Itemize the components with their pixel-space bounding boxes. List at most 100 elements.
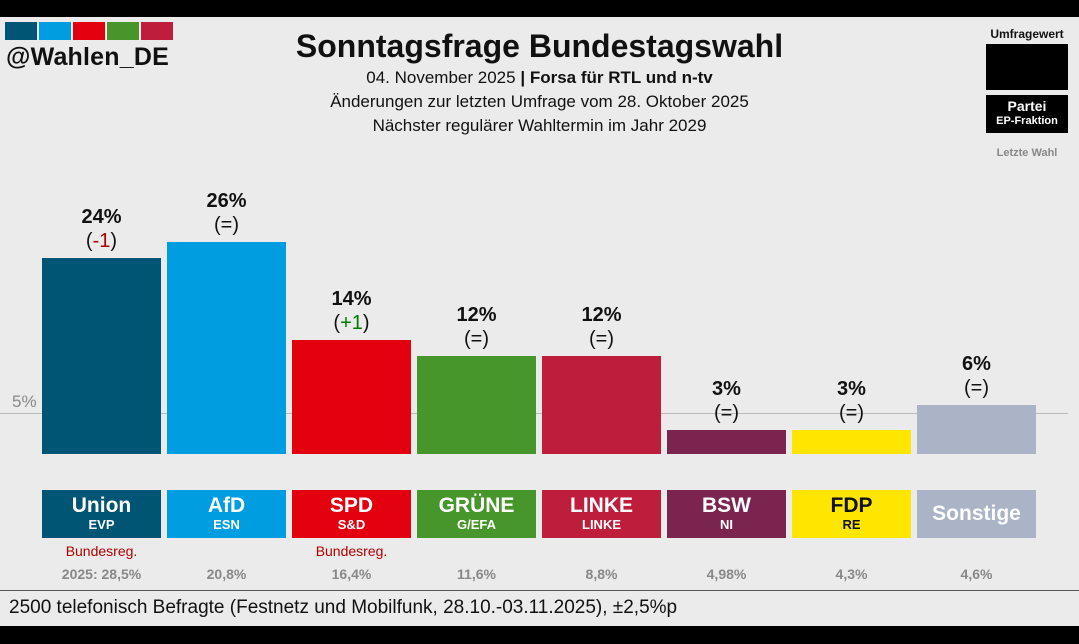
bar-afd xyxy=(167,242,286,454)
party-name: Union xyxy=(71,494,132,517)
change-close: ) xyxy=(110,230,118,253)
last-election-fdp: 4,3% xyxy=(835,566,868,582)
change-open: ( xyxy=(588,328,596,351)
change-label-linke: (=) xyxy=(542,328,661,351)
change-num: = xyxy=(470,328,483,351)
chart-subtitle-date: 04. November 2025 | Forsa für RTL und n-… xyxy=(0,68,1079,88)
change-label-bsw: (=) xyxy=(667,402,786,425)
change-num: -1 xyxy=(92,230,111,253)
last-election-afd: 20,8% xyxy=(206,566,247,582)
change-open: ( xyxy=(838,401,846,424)
change-close: ) xyxy=(362,311,370,334)
chart-subtitle-changes: Änderungen zur letzten Umfrage vom 28. O… xyxy=(330,92,749,111)
party-name-box-afd: AfD ESN xyxy=(167,490,286,538)
change-num: = xyxy=(595,328,608,351)
value-label-spd: 14% xyxy=(331,287,372,310)
bar-gr-ne xyxy=(417,356,536,454)
value-label-linke: 12% xyxy=(581,304,622,327)
ep-group-name: RE xyxy=(842,517,861,532)
value-label-union: 24% xyxy=(81,206,122,229)
chart-subtitle-next-election: Nächster regulärer Wahltermin im Jahr 20… xyxy=(372,116,707,135)
party-name-box-sonstige: Sonstige xyxy=(917,490,1036,538)
chart-canvas: @Wahlen_DE Sonntagsfrage Bundestagswahl … xyxy=(0,17,1079,626)
change-label-sonstige: (=) xyxy=(917,377,1036,400)
last-election-gr-ne: 11,6% xyxy=(457,566,496,582)
government-label-spd: Bundesreg. xyxy=(315,543,388,559)
legend-ep-label: EP-Fraktion xyxy=(996,115,1058,127)
change-close: ) xyxy=(232,214,240,237)
bar-fdp xyxy=(792,429,911,454)
logo-block xyxy=(107,22,139,40)
change-open: ( xyxy=(333,311,341,334)
subtitle-separator: | xyxy=(520,68,526,87)
legend-poll-value-label: Umfragewert xyxy=(990,27,1064,41)
last-election-union: 2025: 28,5% xyxy=(61,566,142,582)
party-name: LINKE xyxy=(570,494,633,517)
value-label-gr-ne: 12% xyxy=(456,304,497,327)
five-percent-label: 5% xyxy=(12,392,37,412)
party-name-box-gr-ne: GRÜNE G/EFA xyxy=(417,490,536,538)
change-close: ) xyxy=(732,401,740,424)
change-num: = xyxy=(845,401,858,424)
bar-linke xyxy=(542,356,661,454)
account-handle: @Wahlen_DE xyxy=(6,43,169,71)
party-name-box-linke: LINKE LINKE xyxy=(542,490,661,538)
change-open: ( xyxy=(963,377,971,400)
legend-poll-value-box xyxy=(986,44,1068,90)
legend-last-election-label: Letzte Wahl xyxy=(996,147,1058,159)
bar-union xyxy=(42,258,161,454)
change-close: ) xyxy=(482,328,490,351)
last-election-linke: 8,8% xyxy=(585,566,618,582)
change-num: +1 xyxy=(340,311,363,334)
ep-group-name: ESN xyxy=(213,517,240,532)
footer-note: 2500 telefonisch Befragte (Festnetz und … xyxy=(9,597,678,618)
last-election-spd: 16,4% xyxy=(331,566,372,582)
party-name: FDP xyxy=(830,494,873,517)
government-label-union: Bundesreg. xyxy=(65,543,138,559)
change-label-afd: (=) xyxy=(167,214,286,237)
last-election-bsw: 4,98% xyxy=(706,566,747,582)
value-label-sonstige: 6% xyxy=(962,353,991,376)
legend-party-label: Partei xyxy=(1007,98,1047,114)
bar-bsw xyxy=(667,429,786,454)
ep-group-name: S&D xyxy=(337,517,366,532)
change-label-union: (-1) xyxy=(42,230,161,253)
ep-group-name: LINKE xyxy=(582,517,621,532)
ep-group-name: G/EFA xyxy=(456,517,496,532)
chart-title: Sonntagsfrage Bundestagswahl xyxy=(295,28,784,64)
logo-block xyxy=(73,22,105,40)
party-name-box-bsw: BSW NI xyxy=(667,490,786,538)
change-label-gr-ne: (=) xyxy=(417,328,536,351)
change-num: = xyxy=(220,214,233,237)
logo-block xyxy=(141,22,173,40)
logo-block xyxy=(5,22,37,40)
change-close: ) xyxy=(857,401,865,424)
party-name-box-spd: SPD S&D xyxy=(292,490,411,538)
change-open: ( xyxy=(713,401,721,424)
poll-date: 04. November 2025 xyxy=(366,68,516,87)
logo-block xyxy=(39,22,71,40)
party-name: AfD xyxy=(207,494,246,517)
change-close: ) xyxy=(982,377,990,400)
party-name: Sonstige xyxy=(932,502,1021,525)
poll-institute: Forsa für RTL und n-tv xyxy=(529,68,713,87)
party-name: SPD xyxy=(329,494,374,517)
change-close: ) xyxy=(607,328,615,351)
bar-sonstige xyxy=(917,405,1036,454)
last-election-sonstige: 4,6% xyxy=(960,566,993,582)
change-num: = xyxy=(720,401,733,424)
party-name-box-fdp: FDP RE xyxy=(792,490,911,538)
bar-spd xyxy=(292,339,411,454)
change-num: = xyxy=(970,377,983,400)
party-name: BSW xyxy=(702,494,751,517)
party-name: GRÜNE xyxy=(438,494,515,517)
footer-divider xyxy=(0,590,1079,591)
value-label-fdp: 3% xyxy=(837,377,866,400)
value-label-bsw: 3% xyxy=(712,377,741,400)
change-label-fdp: (=) xyxy=(792,402,911,425)
change-open: ( xyxy=(213,214,221,237)
legend-party-box: Partei EP-Fraktion xyxy=(986,95,1068,133)
ep-group-name: EVP xyxy=(88,517,115,532)
party-name-box-union: Union EVP xyxy=(42,490,161,538)
ep-group-name: NI xyxy=(720,517,733,532)
